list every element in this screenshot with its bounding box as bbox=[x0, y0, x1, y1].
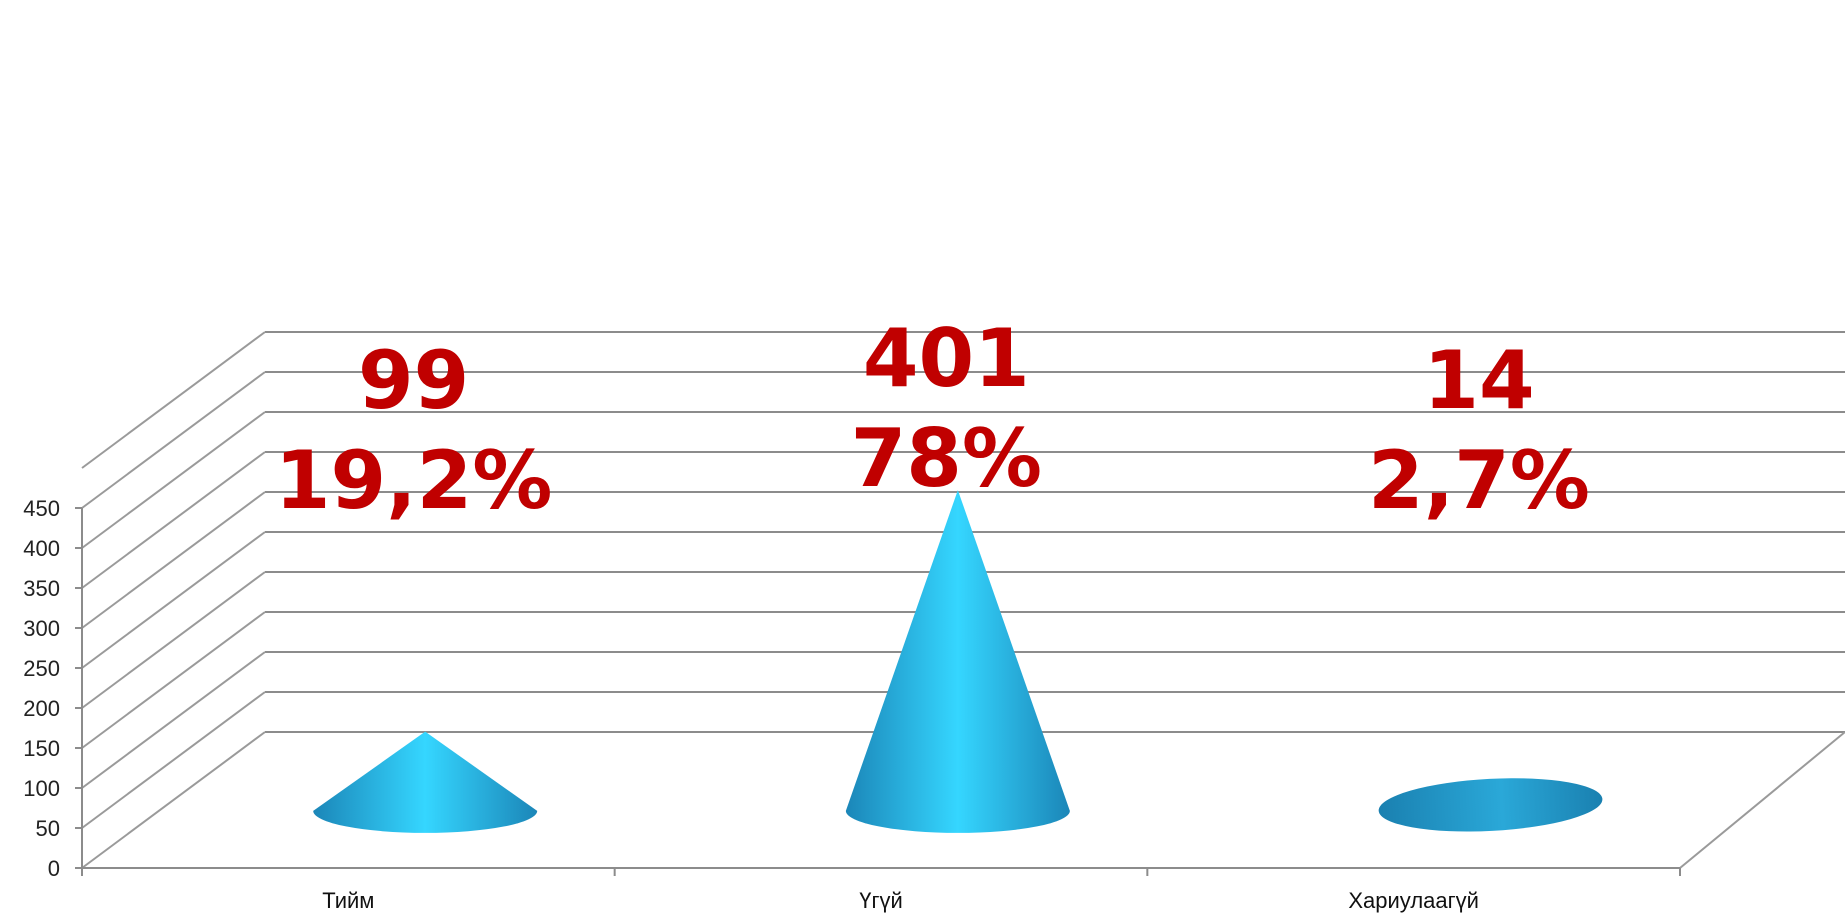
gridline-side bbox=[81, 571, 266, 709]
x-category-label: Тийм bbox=[322, 888, 374, 913]
data-label-count: 99 bbox=[358, 334, 469, 427]
gridline-side bbox=[81, 371, 266, 509]
y-tick-label: 400 bbox=[23, 536, 60, 561]
axes bbox=[75, 507, 1681, 876]
gridline-side bbox=[81, 611, 266, 749]
cone-body bbox=[845, 490, 1070, 833]
y-tick-label: 450 bbox=[23, 496, 60, 521]
x-category-labels: Тийм Үгүй Хариулаагүй bbox=[322, 888, 1479, 913]
y-tick-label: 100 bbox=[23, 776, 60, 801]
x-category-label: Хариулаагүй bbox=[1348, 888, 1479, 913]
y-tick-label: 150 bbox=[23, 736, 60, 761]
cone-bar bbox=[313, 731, 538, 833]
gridline-side bbox=[81, 531, 266, 669]
gridline-side bbox=[81, 731, 266, 869]
y-tick-label: 300 bbox=[23, 616, 60, 641]
cone-base-disc bbox=[1378, 778, 1603, 832]
gridline-side bbox=[81, 451, 266, 589]
gridline-side bbox=[81, 691, 266, 829]
data-label-count: 401 bbox=[863, 312, 1030, 405]
cone-bar bbox=[1378, 778, 1603, 832]
y-tick-label: 0 bbox=[48, 856, 60, 881]
y-tick-label: 250 bbox=[23, 656, 60, 681]
gridline-side bbox=[81, 331, 266, 469]
cone-bar bbox=[845, 490, 1070, 833]
data-label-count: 14 bbox=[1423, 334, 1534, 427]
cone-body bbox=[313, 731, 538, 833]
cone-series bbox=[313, 490, 1603, 833]
floor-edge bbox=[1679, 731, 1845, 869]
data-label-percent: 19,2% bbox=[275, 434, 553, 527]
gridlines bbox=[81, 331, 1845, 869]
gridline-side bbox=[81, 651, 266, 789]
data-label-percent: 2,7% bbox=[1368, 434, 1590, 527]
gridline-side bbox=[81, 491, 266, 629]
y-tick-label: 350 bbox=[23, 576, 60, 601]
y-tick-labels: 0 50 100 150 200 250 300 350 400 450 bbox=[23, 496, 60, 881]
y-tick-label: 50 bbox=[36, 816, 60, 841]
gridline-side bbox=[81, 411, 266, 549]
y-tick-label: 200 bbox=[23, 696, 60, 721]
data-label-percent: 78% bbox=[851, 412, 1042, 505]
x-category-label: Үгүй bbox=[859, 888, 903, 913]
